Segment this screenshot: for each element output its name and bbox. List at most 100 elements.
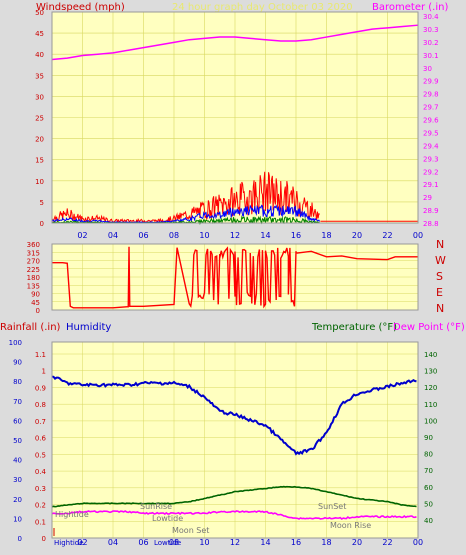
wind-direction-line <box>52 246 418 309</box>
windspeed-tick-label: 40 <box>35 51 44 59</box>
humidity-tick-label: 10 <box>13 515 22 523</box>
x-tick-label: 16 <box>291 231 301 240</box>
humidity-temp-tick-labels: 10090807060504030201001.110.90.80.70.60.… <box>9 339 438 543</box>
barometer-tick-label: 28.8 <box>423 220 439 228</box>
annotation-sunrise: SunRise <box>140 502 172 511</box>
barometer-line <box>51 24 419 61</box>
direction-tick-label: 0 <box>36 307 40 315</box>
wind-baro-gridlines <box>52 11 419 224</box>
x-tick-label: 10 <box>199 231 209 240</box>
direction-tick-label: 360 <box>27 241 40 249</box>
wind-baro-tick-labels: 5045403530252015105030.430.330.230.13029… <box>35 9 439 228</box>
humidity-tick-label: 20 <box>13 496 22 504</box>
direction-tick-label: 90 <box>31 291 40 299</box>
barometer-tick-label: 29.9 <box>423 78 439 86</box>
temperature-tick-label: 90 <box>424 434 433 442</box>
direction-tick-label: 270 <box>27 258 40 266</box>
bottom-x-tick-label: 10 <box>199 538 209 547</box>
barometer-tick-label: 30.3 <box>423 26 439 34</box>
bottom-x-tick-label: 22 <box>382 538 392 547</box>
barometer-axis-label: Barometer (.in) <box>372 2 448 13</box>
annotation-lowtide-bottom: Lowtide <box>154 539 181 547</box>
barometer-tick-label: 29.1 <box>423 181 439 189</box>
temperature-tick-label: 110 <box>424 401 437 409</box>
temperature-tick-label: 100 <box>424 417 437 425</box>
compass-e: E <box>436 286 443 299</box>
rain-tick-label: 0.6 <box>35 435 47 443</box>
compass-n-top: N <box>436 238 444 251</box>
x-tick-label: 04 <box>108 231 118 240</box>
direction-tick-label: 45 <box>31 299 40 307</box>
humidity-temp-series <box>51 375 417 536</box>
windspeed-tick-label: 45 <box>35 30 44 38</box>
humidity-line <box>51 375 417 456</box>
barometer-tick-label: 29.8 <box>423 91 439 99</box>
rain-tick-label: 0.8 <box>35 401 46 409</box>
annotation-lowtide: Lowtide <box>152 514 183 523</box>
windspeed-tick-label: 50 <box>35 9 44 17</box>
x-tick-label: 02 <box>77 231 87 240</box>
temperature-axis-label: Temperature (°F) <box>311 322 397 333</box>
annotation-hightide: Hightide <box>55 510 89 519</box>
panel3-frame <box>51 341 419 539</box>
bottom-x-tick-label: 00 <box>413 538 423 547</box>
wind-direction-series <box>52 246 418 309</box>
windspeed-tick-label: 25 <box>35 115 44 123</box>
x-tick-label: 08 <box>169 231 179 240</box>
rain-tick-label: 1 <box>42 368 46 376</box>
humidity-tick-label: 80 <box>13 378 22 386</box>
temperature-tick-label: 40 <box>424 517 433 525</box>
barometer-tick-label: 29.4 <box>423 142 439 150</box>
bottom-x-tick-label: 20 <box>352 538 362 547</box>
windspeed-gust-line <box>51 171 320 224</box>
bottom-x-tick-label: 12 <box>230 538 240 547</box>
temperature-tick-label: 60 <box>424 484 433 492</box>
windspeed-tick-label: 35 <box>35 72 44 80</box>
panel1-frame <box>51 11 419 224</box>
rain-tick-label: 0.4 <box>35 468 47 476</box>
annotation-hightide-bottom: Hightide <box>54 539 84 547</box>
barometer-tick-label: 29.7 <box>423 104 439 112</box>
windspeed-tick-label: 20 <box>35 136 44 144</box>
humidity-tick-label: 100 <box>9 339 22 347</box>
x-tick-label: 12 <box>230 231 240 240</box>
humidity-tick-label: 90 <box>13 359 22 367</box>
windspeed-tick-label: 0 <box>40 220 44 228</box>
compass-w: W <box>435 254 446 267</box>
rain-tick-label: 0.2 <box>35 502 46 510</box>
bottom-x-tick-label: 18 <box>321 538 331 547</box>
temperature-line <box>51 485 417 508</box>
rain-tick-label: 1.1 <box>35 351 46 359</box>
rain-tick-label: 0.7 <box>35 418 46 426</box>
x-tick-label: 06 <box>138 231 148 240</box>
compass-s: S <box>436 270 443 283</box>
bottom-x-tick-label: 08 <box>169 538 179 547</box>
humidity-tick-label: 70 <box>13 398 22 406</box>
x-tick-label: 14 <box>260 231 270 240</box>
direction-tick-label: 135 <box>27 282 40 290</box>
barometer-tick-label: 29.6 <box>423 117 439 125</box>
windspeed-avg-line <box>51 204 321 224</box>
barometer-tick-label: 30 <box>423 65 432 73</box>
dewpoint-line <box>51 510 417 520</box>
humidity-temp-x-labels: 02 04 06 08 10 12 14 16 18 20 22 00 <box>77 538 423 547</box>
annotation-moonrise: Moon Rise <box>330 521 371 530</box>
bottom-x-tick-label: 02 <box>77 538 87 547</box>
barometer-tick-label: 29.3 <box>423 155 439 163</box>
compass-n-bottom: N <box>436 302 444 315</box>
rain-tick-label: 0.1 <box>35 518 46 526</box>
temperature-tick-label: 130 <box>424 368 437 376</box>
humidity-tick-label: 50 <box>13 437 22 445</box>
rain-tick-label: 0 <box>42 535 46 543</box>
windspeed-tick-label: 5 <box>40 199 44 207</box>
panel2-frame <box>51 243 419 311</box>
chart-title: 24 hour graph day October 03 2020 <box>172 2 353 13</box>
rain-tick-label: 0.5 <box>35 451 46 459</box>
windspeed-axis-label: Windspeed (mph) <box>36 2 125 13</box>
x-tick-label: 22 <box>382 231 392 240</box>
bottom-x-tick-label: 16 <box>291 538 301 547</box>
barometer-tick-label: 30.1 <box>423 52 439 60</box>
